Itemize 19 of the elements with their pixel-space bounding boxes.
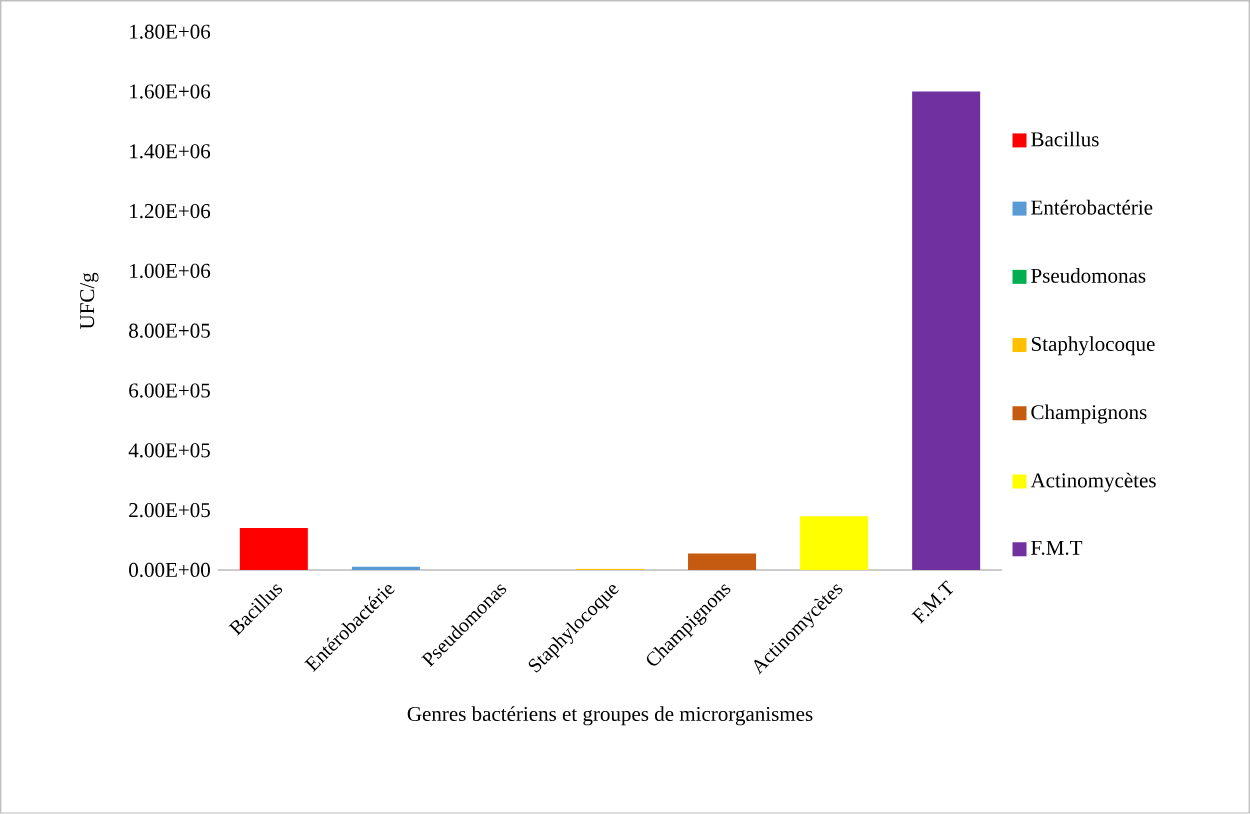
- y-tick-label: 1.00E+06: [130, 263, 211, 279]
- y-tick-label: 6.00E+05: [129, 383, 210, 398]
- legend-label: Actinomycètes: [1030, 472, 1156, 492]
- y-axis-title: UFC/g: [80, 272, 99, 330]
- y-tick-label: 2.00E+05: [129, 503, 210, 518]
- y-tick-label: 1.80E+06: [130, 24, 211, 39]
- legend-label: Bacillus: [1031, 131, 1099, 147]
- legend-label: Entérobactérie: [1031, 199, 1153, 215]
- y-tick-label: 4.00E+05: [128, 443, 210, 458]
- y-tick-label: 0.00E+00: [129, 562, 210, 578]
- x-axis-title: Genres bactériens et groupes de microrganismes: [407, 706, 813, 726]
- y-tick-label: 1.20E+06: [130, 204, 211, 219]
- legend-label: Pseudomonas: [1031, 268, 1146, 283]
- y-tick-label: 1.60E+06: [130, 84, 211, 99]
- legend-label: F.M.T: [1031, 541, 1083, 556]
- legend-label: Champignons: [1031, 404, 1147, 424]
- legend-label: Staphylocoque: [1031, 336, 1155, 356]
- y-tick-label: 8.00E+05: [129, 323, 210, 338]
- y-tick-label: 1.40E+06: [130, 144, 211, 159]
